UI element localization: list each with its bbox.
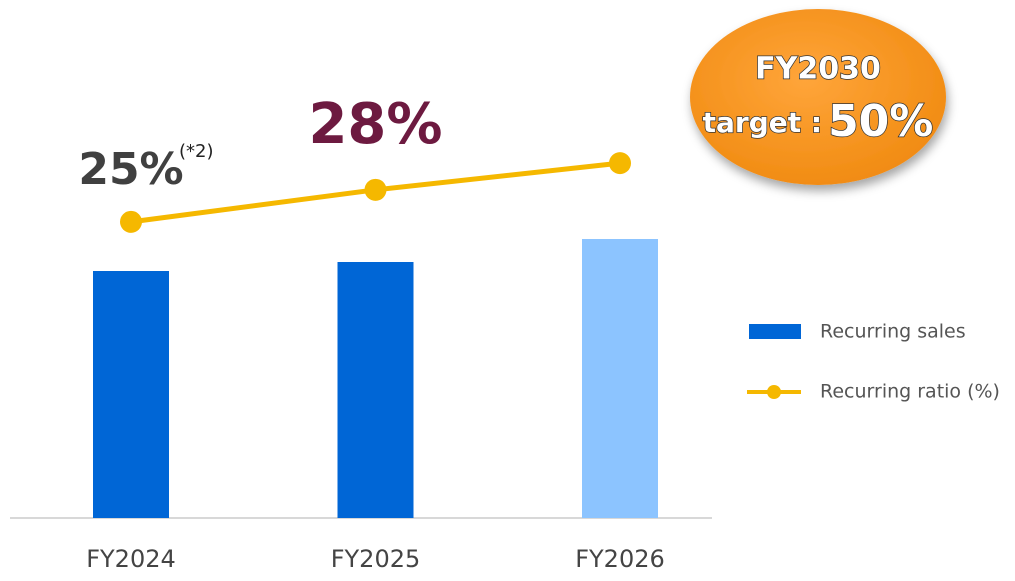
legend-marker <box>767 385 781 399</box>
data-label: 28% <box>308 92 442 157</box>
badge-target-text: target : <box>703 106 822 139</box>
bar <box>582 239 658 518</box>
legend-label: Recurring ratio (%) <box>820 381 1000 403</box>
legend-label: Recurring sales <box>820 321 966 343</box>
badge-target-value: 50% <box>828 96 933 147</box>
target-badge: FY2030 target :50% <box>690 9 946 185</box>
footnote-mark: (*2) <box>179 141 214 162</box>
badge-shape <box>690 9 946 185</box>
x-tick-label: FY2026 <box>575 545 665 573</box>
ratio-marker <box>364 178 387 201</box>
bar <box>93 271 169 518</box>
badge-year: FY2030 <box>755 52 881 87</box>
ratio-marker <box>120 210 142 233</box>
ratio-marker <box>609 152 631 175</box>
x-tick-label: FY2025 <box>331 545 421 573</box>
x-tick-label: FY2024 <box>86 545 176 573</box>
bar <box>337 262 414 518</box>
legend-swatch <box>749 324 801 339</box>
badge-target: target :50% <box>703 96 934 147</box>
data-label: 25% <box>78 144 183 195</box>
